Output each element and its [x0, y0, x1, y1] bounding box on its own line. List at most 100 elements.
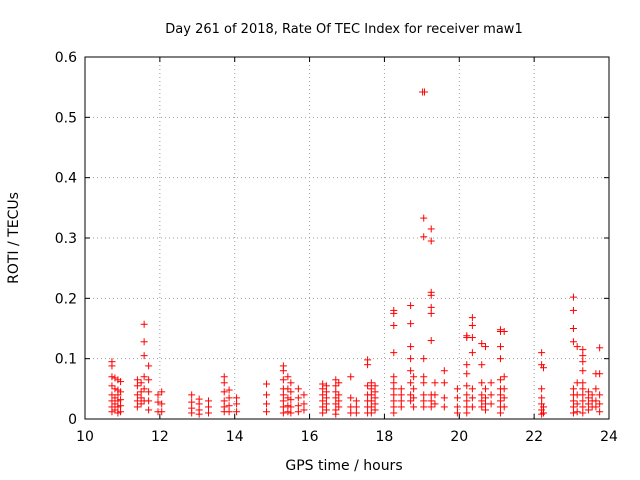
data-point [431, 400, 439, 408]
data-point [287, 388, 295, 396]
data-point [111, 394, 119, 402]
data-point [453, 409, 461, 417]
data-point [500, 373, 508, 381]
data-point [117, 378, 125, 386]
data-point [596, 344, 604, 352]
data-point [294, 402, 302, 410]
data-point [319, 397, 327, 405]
x-axis-label: GPS time / hours [285, 458, 402, 474]
data-point [427, 291, 435, 299]
data-point [225, 394, 233, 402]
data-point [335, 397, 343, 405]
data-point [117, 402, 125, 410]
data-point [108, 373, 116, 381]
data-point [407, 355, 415, 363]
data-point [410, 403, 418, 411]
data-point [188, 398, 196, 406]
data-point [145, 376, 153, 384]
data-point [287, 379, 295, 387]
data-point [332, 382, 340, 390]
data-point [397, 403, 405, 411]
x-tick-label: 22 [525, 429, 543, 445]
data-point [500, 328, 508, 336]
data-point [420, 403, 428, 411]
y-tick-label: 0.3 [55, 231, 77, 247]
data-point [367, 409, 375, 417]
data-point [287, 403, 295, 411]
data-point [596, 400, 604, 408]
data-point [220, 379, 228, 387]
data-point [287, 409, 295, 417]
data-point [569, 338, 577, 346]
data-point [263, 380, 271, 388]
data-point [332, 400, 340, 408]
data-point [263, 400, 271, 408]
data-point [420, 355, 428, 363]
data-point [287, 396, 295, 404]
data-point [588, 391, 596, 399]
data-point [319, 403, 327, 411]
data-point [137, 379, 145, 387]
data-point [371, 406, 379, 414]
data-point [195, 400, 203, 408]
data-point [538, 410, 546, 418]
y-tick-label: 0.2 [55, 291, 77, 307]
data-point [540, 364, 547, 372]
data-point [364, 382, 372, 390]
x-tick-label: 24 [600, 429, 618, 445]
data-point [319, 409, 327, 417]
data-point [573, 408, 581, 416]
plot-frame [84, 56, 610, 420]
data-point [352, 397, 360, 405]
data-point [463, 409, 471, 417]
data-point [371, 400, 379, 408]
data-point [284, 394, 292, 402]
data-point [420, 214, 428, 222]
data-point [284, 408, 292, 416]
data-point [410, 394, 418, 402]
data-point [468, 403, 476, 411]
data-point [225, 386, 233, 394]
data-point [225, 402, 233, 410]
data-point [233, 394, 241, 402]
data-point [332, 376, 340, 384]
data-point [596, 370, 604, 378]
data-point [463, 382, 471, 390]
data-point [137, 394, 145, 402]
data-point [294, 385, 302, 393]
data-point [468, 314, 476, 322]
data-point [500, 385, 508, 393]
data-point [279, 391, 287, 399]
data-point [478, 391, 486, 399]
data-point [481, 406, 489, 414]
data-point [294, 408, 302, 416]
data-point [154, 398, 162, 406]
data-point [427, 337, 435, 345]
data-point [573, 400, 581, 408]
data-point [579, 391, 587, 399]
data-point [579, 367, 587, 375]
data-points [108, 88, 604, 418]
data-point [569, 325, 577, 332]
data-point [322, 400, 330, 408]
data-point [145, 406, 153, 414]
data-point [427, 225, 435, 233]
data-point [440, 394, 448, 402]
data-point [111, 385, 119, 393]
data-point [284, 385, 292, 393]
data-point [573, 343, 581, 351]
data-point [322, 388, 330, 396]
data-point [367, 397, 375, 405]
data-point [390, 385, 398, 393]
data-point [468, 349, 476, 357]
data-point [108, 382, 116, 390]
data-point [108, 391, 116, 399]
data-point [145, 362, 153, 370]
data-point [478, 379, 486, 387]
data-point [133, 376, 141, 384]
data-point [538, 349, 546, 357]
data-point [284, 402, 292, 410]
data-point [569, 293, 577, 301]
data-point [592, 397, 600, 405]
data-point [431, 391, 439, 399]
